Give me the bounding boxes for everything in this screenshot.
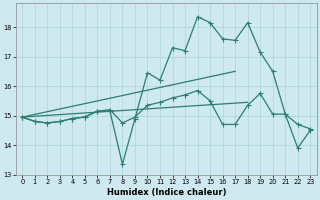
X-axis label: Humidex (Indice chaleur): Humidex (Indice chaleur) xyxy=(107,188,226,197)
